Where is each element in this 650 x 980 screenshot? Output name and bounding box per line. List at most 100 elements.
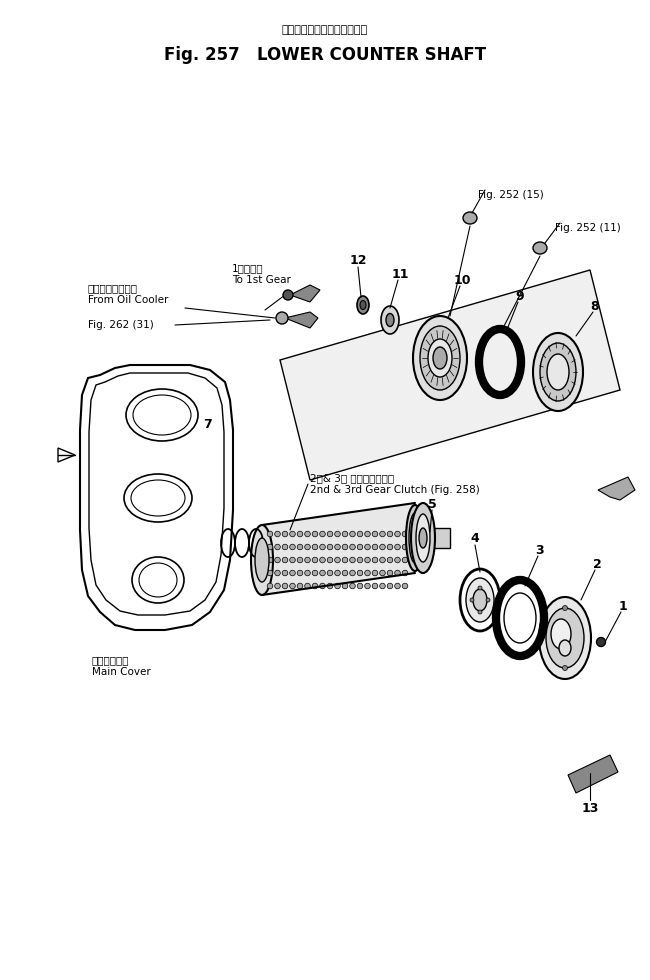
Circle shape <box>275 544 280 550</box>
Text: Fig. 257   LOWER COUNTER SHAFT: Fig. 257 LOWER COUNTER SHAFT <box>164 46 486 64</box>
Text: Fig. 262 (31): Fig. 262 (31) <box>88 320 154 330</box>
Ellipse shape <box>381 306 399 334</box>
Text: 12: 12 <box>349 255 367 268</box>
Text: 13: 13 <box>581 802 599 814</box>
Circle shape <box>267 558 273 563</box>
Circle shape <box>562 665 567 670</box>
Circle shape <box>327 531 333 537</box>
Ellipse shape <box>420 326 460 390</box>
Text: From Oil Cooler: From Oil Cooler <box>88 295 168 305</box>
Circle shape <box>290 583 295 589</box>
Circle shape <box>358 544 363 550</box>
Circle shape <box>380 583 385 589</box>
Circle shape <box>320 531 325 537</box>
Circle shape <box>267 531 273 537</box>
Circle shape <box>335 583 341 589</box>
Ellipse shape <box>409 513 421 563</box>
Circle shape <box>335 531 341 537</box>
Ellipse shape <box>463 212 477 224</box>
Circle shape <box>290 544 295 550</box>
Text: 1速ギヤへ: 1速ギヤへ <box>232 263 264 273</box>
Circle shape <box>297 558 303 563</box>
Text: 1: 1 <box>619 601 627 613</box>
Circle shape <box>327 570 333 576</box>
Circle shape <box>402 583 408 589</box>
Circle shape <box>395 544 400 550</box>
Circle shape <box>387 570 393 576</box>
Circle shape <box>387 544 393 550</box>
Circle shape <box>267 544 273 550</box>
Circle shape <box>380 531 385 537</box>
Circle shape <box>275 583 280 589</box>
Text: 2nd & 3rd Gear Clutch (Fig. 258): 2nd & 3rd Gear Clutch (Fig. 258) <box>310 485 480 495</box>
Ellipse shape <box>533 333 583 411</box>
Circle shape <box>312 558 318 563</box>
Text: 7: 7 <box>203 418 213 431</box>
Circle shape <box>350 558 356 563</box>
Circle shape <box>297 544 303 550</box>
Circle shape <box>290 558 295 563</box>
Text: 9: 9 <box>515 289 525 303</box>
Polygon shape <box>423 528 450 548</box>
Ellipse shape <box>428 339 452 377</box>
Circle shape <box>290 570 295 576</box>
Circle shape <box>305 583 310 589</box>
Text: 11: 11 <box>391 268 409 280</box>
Circle shape <box>327 558 333 563</box>
Circle shape <box>275 531 280 537</box>
Circle shape <box>486 598 490 602</box>
Circle shape <box>282 531 288 537</box>
Circle shape <box>320 558 325 563</box>
Circle shape <box>312 531 318 537</box>
Circle shape <box>478 610 482 614</box>
Circle shape <box>335 570 341 576</box>
Polygon shape <box>262 503 415 595</box>
Ellipse shape <box>411 503 435 573</box>
Ellipse shape <box>466 578 494 622</box>
Text: 4: 4 <box>471 531 480 545</box>
Circle shape <box>312 570 318 576</box>
Text: 10: 10 <box>453 273 471 286</box>
Text: 8: 8 <box>591 300 599 313</box>
Ellipse shape <box>551 619 571 649</box>
Ellipse shape <box>539 597 591 679</box>
Text: Fig. 252 (15): Fig. 252 (15) <box>478 190 544 200</box>
Circle shape <box>380 544 385 550</box>
Circle shape <box>402 544 408 550</box>
Text: ロワー　カウンタ　シャフト: ロワー カウンタ シャフト <box>282 25 368 35</box>
Circle shape <box>335 558 341 563</box>
Circle shape <box>402 558 408 563</box>
Circle shape <box>380 570 385 576</box>
Circle shape <box>282 570 288 576</box>
Ellipse shape <box>540 343 576 401</box>
Circle shape <box>342 531 348 537</box>
Ellipse shape <box>559 640 571 656</box>
Circle shape <box>305 544 310 550</box>
Circle shape <box>470 598 474 602</box>
Circle shape <box>327 544 333 550</box>
Circle shape <box>387 558 393 563</box>
Ellipse shape <box>255 538 269 582</box>
Circle shape <box>372 531 378 537</box>
Circle shape <box>297 570 303 576</box>
Polygon shape <box>568 755 618 793</box>
Circle shape <box>372 583 378 589</box>
Circle shape <box>597 638 606 647</box>
Ellipse shape <box>413 316 467 400</box>
Ellipse shape <box>416 514 430 562</box>
Circle shape <box>297 583 303 589</box>
Text: 2: 2 <box>593 559 601 571</box>
Circle shape <box>342 583 348 589</box>
Circle shape <box>372 544 378 550</box>
Text: 2速& 3速 ボヤークラッチ: 2速& 3速 ボヤークラッチ <box>310 473 394 483</box>
Circle shape <box>358 531 363 537</box>
Circle shape <box>395 583 400 589</box>
Ellipse shape <box>251 525 273 595</box>
Circle shape <box>365 531 370 537</box>
Polygon shape <box>290 285 320 302</box>
Circle shape <box>350 544 356 550</box>
Circle shape <box>387 531 393 537</box>
Circle shape <box>380 558 385 563</box>
Ellipse shape <box>419 528 427 548</box>
Circle shape <box>358 558 363 563</box>
